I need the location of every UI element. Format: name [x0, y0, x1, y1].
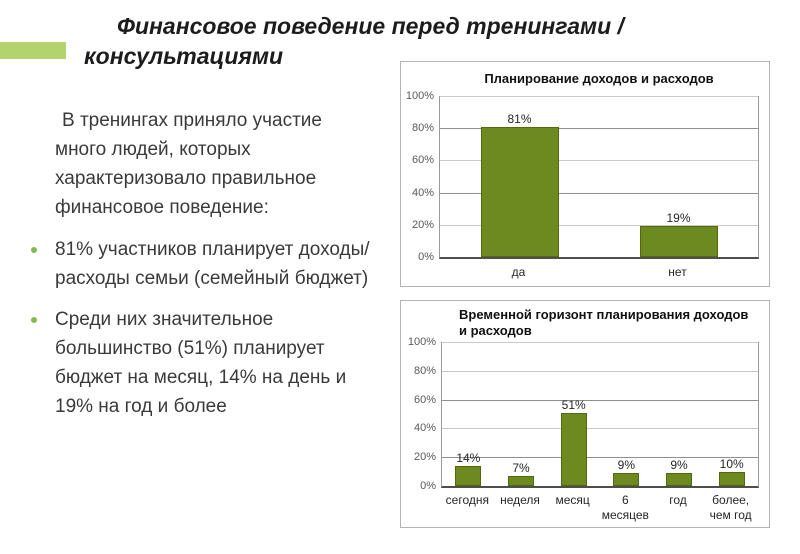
gridline — [440, 224, 758, 226]
chart-planning-income-expenses: Планирование доходов и расходов 0% 20% 40%… — [400, 61, 770, 287]
y-tick-label: 20% — [413, 451, 436, 464]
bar — [455, 465, 482, 486]
bullet-item-text: 81% участников планирует доходы/расходы … — [55, 239, 370, 289]
bar — [613, 473, 640, 486]
x-category-label: неделя — [500, 493, 540, 507]
x-category-label: сегодня — [445, 493, 489, 507]
bar-value-label: 10% — [719, 456, 744, 471]
chart-title: Временной горизонт планирования доходов … — [459, 307, 749, 338]
y-tick-label: 0% — [418, 251, 434, 263]
y-tick-label: 80% — [411, 122, 434, 135]
x-category-label: да — [511, 265, 526, 279]
bar — [480, 126, 559, 257]
bullet-dot-icon — [31, 247, 37, 253]
x-category-label: месяц — [555, 493, 590, 507]
bar-value-label: 9% — [617, 458, 635, 473]
gridline — [440, 192, 758, 194]
gridline — [442, 428, 758, 430]
y-tick-label: 20% — [411, 218, 434, 231]
gridline — [442, 399, 758, 401]
y-tick-label: 60% — [411, 154, 434, 167]
gridline — [442, 342, 758, 343]
bar — [639, 226, 718, 257]
x-category-label: более, чем год — [709, 493, 752, 522]
x-category-label: год — [669, 493, 687, 507]
chart-planning-horizon: Временной горизонт планирования доходов … — [400, 300, 770, 528]
bar-value-label: 7% — [512, 460, 530, 475]
y-tick-label: 40% — [413, 422, 436, 435]
gridline — [440, 96, 758, 97]
intro-paragraph: В тренингах приняло участие много людей,… — [55, 110, 322, 218]
y-tick-label: 60% — [413, 393, 436, 406]
bar — [560, 412, 587, 486]
bar-value-label: 19% — [666, 211, 691, 226]
gridline — [442, 457, 758, 459]
x-category-label: 6 месяцев — [601, 493, 649, 522]
bar-value-label: 81% — [507, 111, 532, 126]
accent-bar — [0, 42, 66, 59]
gridline — [442, 370, 758, 372]
bar — [508, 475, 534, 486]
bar-value-label: 9% — [670, 458, 688, 473]
gridline — [440, 160, 758, 162]
chart-title: Планирование доходов и расходов — [484, 71, 714, 86]
bullet-item-text: Среди них значительное большинство (51%)… — [55, 309, 347, 417]
bullet-list: 81% участников планирует доходы/расходы … — [28, 235, 376, 421]
plot-area: 0% 20% 40% 60% 80% 100% 14% 7% 51% 9% 9% 10% — [408, 336, 759, 492]
page-title-line2: консультациями — [84, 43, 284, 69]
bar-value-label: 51% — [561, 397, 586, 412]
y-tick-label: 40% — [411, 186, 434, 199]
y-tick-label: 100% — [405, 90, 434, 102]
plot-area: 0% 20% 40% 60% 80% 100% 81% 19% — [406, 90, 759, 263]
bullet-dot-icon — [31, 317, 37, 323]
x-category-label: нет — [668, 265, 687, 279]
page-title-line1: Финансовое поведение перед тренингами / — [117, 13, 624, 39]
gridline — [440, 128, 758, 130]
bullet-item: Среди них значительное большинство (51%)… — [28, 305, 376, 421]
bullet-item: 81% участников планирует доходы/расходы … — [28, 235, 376, 293]
page-title: Финансовое поведение перед тренингами / … — [84, 11, 754, 71]
body-text: В тренингах приняло участие много людей,… — [28, 106, 376, 433]
y-tick-label: 80% — [413, 364, 436, 377]
y-tick-label: 0% — [420, 480, 436, 492]
bar-value-label: 14% — [456, 450, 481, 465]
bar — [666, 473, 692, 486]
y-tick-label: 100% — [407, 336, 436, 348]
bar — [718, 471, 745, 486]
